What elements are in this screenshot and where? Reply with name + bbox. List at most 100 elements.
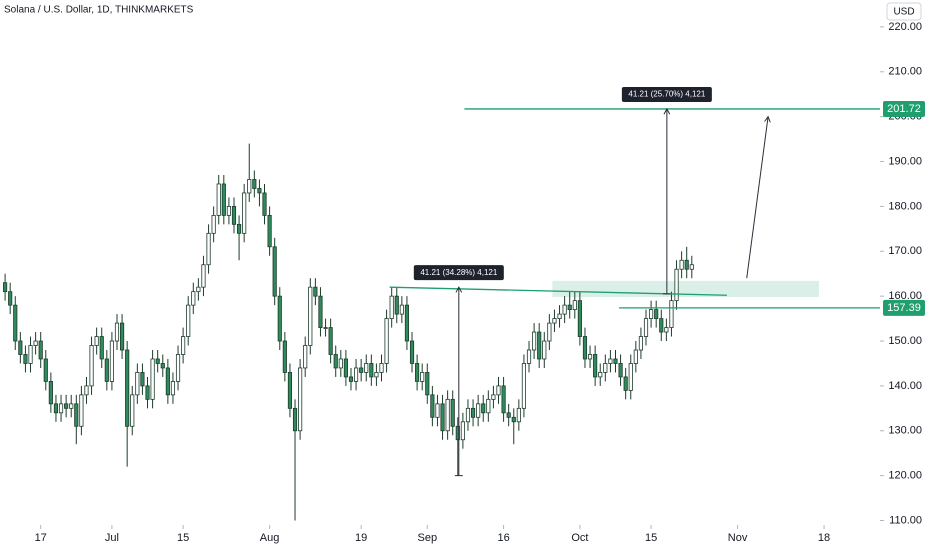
candle-body [501,385,506,414]
candle-body [33,340,38,346]
candle-body [236,223,242,234]
candle-body [343,358,348,378]
candle-body [130,394,135,427]
candle-body [23,354,28,364]
candle-body [282,340,287,373]
candle-body [608,358,613,364]
candle-body [664,327,669,333]
candle-body [374,372,379,378]
measure-arrowhead [455,286,463,293]
x-tick-label: 19 [355,532,367,544]
candle-body [18,340,23,355]
candle-body [409,340,415,364]
y-tick-label: 190.00 [888,155,922,167]
candle-body [160,363,165,369]
candle-body [58,403,64,414]
candle-body [496,385,501,396]
candle-body [669,300,674,328]
candle-body [476,403,481,418]
candle-body [99,336,104,360]
y-tick-label: 130.00 [888,425,922,437]
candle-body [460,421,465,441]
candle-body [435,403,440,418]
candle-body [379,363,384,373]
candle-body [267,214,272,248]
candle-body [191,291,196,306]
candle-body [43,358,48,382]
candle-body [353,367,359,382]
y-tick-label: 170.00 [888,245,922,257]
candle-body [415,363,420,382]
measure-box [621,86,712,102]
candle-body [69,403,74,409]
y-tick-label: 180.00 [888,200,922,212]
candle-body [481,403,486,414]
candle-body [226,206,231,216]
candle-body [430,394,435,418]
y-tick-label: 220.00 [888,21,922,33]
candle-body [109,340,114,382]
candle-body [486,398,491,414]
candle-body [196,286,201,293]
price-badge-label: 201.72 [887,103,921,115]
candle-body [369,363,374,378]
candle-body [572,300,577,311]
chart-title: Solana / U.S. Dollar, 1D, THINKMARKETS [4,5,194,16]
candle-body [613,358,618,364]
candle-body [659,318,664,333]
candle-body [74,403,79,427]
y-tick-label: 110.00 [889,514,922,526]
candle-body [328,327,333,355]
candle-body [470,407,476,418]
x-tick-label: 15 [645,532,657,544]
candle-body [155,358,160,364]
candle-body [104,358,109,382]
candle-body [338,358,343,369]
candle-body [13,304,18,342]
x-tick-label: 16 [497,532,509,544]
candle-body [582,336,588,360]
candle-body [292,407,298,432]
candle-body [318,295,323,328]
candle-body [404,304,410,342]
candle-body [577,300,582,337]
candle-body [216,183,221,216]
candle-body [547,322,552,342]
candle-body [628,363,633,391]
candle-body [165,367,170,396]
x-tick-label: 18 [818,532,830,544]
candle-body [649,309,654,319]
x-tick-label: Nov [728,532,748,544]
candle-body [521,363,527,409]
candle-body [79,394,84,427]
candle-body [38,340,43,360]
candle-body [175,354,181,382]
candle-body [48,381,53,405]
candle-body [28,345,33,364]
currency[interactable]: USD [893,7,914,18]
candle-body [425,372,430,396]
candle-body [221,183,226,216]
candle-body [455,425,460,441]
candle-body [272,246,277,297]
candle-body [140,372,145,387]
x-tick-label: Jul [105,532,119,544]
y-tick-label: 160.00 [888,290,922,302]
currency-box[interactable] [886,2,922,21]
candle-body [298,367,303,432]
candle-body [201,264,206,288]
candle-body [181,336,186,355]
candle-body [231,206,237,225]
candle-body [557,313,562,319]
y-tick-label: 120.00 [888,470,922,482]
candle-body [689,264,694,270]
candle-body [598,372,603,378]
candle-body [186,304,191,337]
candle-body [532,331,537,351]
candle-body [450,398,455,427]
candle-body [633,349,638,364]
candle-body [674,268,679,302]
candle-body [654,309,659,319]
candle-body [394,295,399,315]
candle-body [3,282,8,293]
